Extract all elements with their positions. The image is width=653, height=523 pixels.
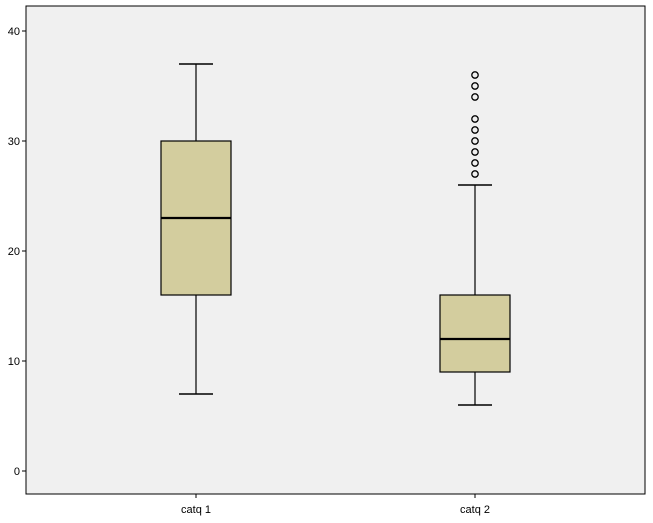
y-tick-label: 30 — [8, 136, 20, 148]
outlier-point — [471, 82, 479, 90]
y-tick-label: 0 — [14, 466, 20, 478]
outlier-point — [471, 137, 479, 145]
outlier-point — [471, 148, 479, 156]
outlier-point — [471, 170, 479, 178]
x-tick-label: catq 2 — [460, 504, 490, 516]
x-tick-label: catq 1 — [181, 504, 211, 516]
outlier-point — [471, 115, 479, 123]
box-group — [439, 71, 511, 406]
outlier-point — [471, 126, 479, 134]
y-tick-label: 20 — [8, 246, 20, 258]
y-tick-label: 10 — [8, 356, 20, 368]
iqr-box — [439, 294, 511, 373]
outlier-point — [471, 159, 479, 167]
outlier-point — [471, 71, 479, 79]
boxes — [160, 63, 511, 406]
plot-area — [25, 5, 646, 495]
box-group — [160, 63, 232, 395]
outlier-point — [471, 93, 479, 101]
x-axis: catq 1 catq 2 — [181, 494, 490, 516]
y-axis: 0 10 20 30 40 — [8, 26, 26, 478]
y-tick-label: 40 — [8, 26, 20, 38]
